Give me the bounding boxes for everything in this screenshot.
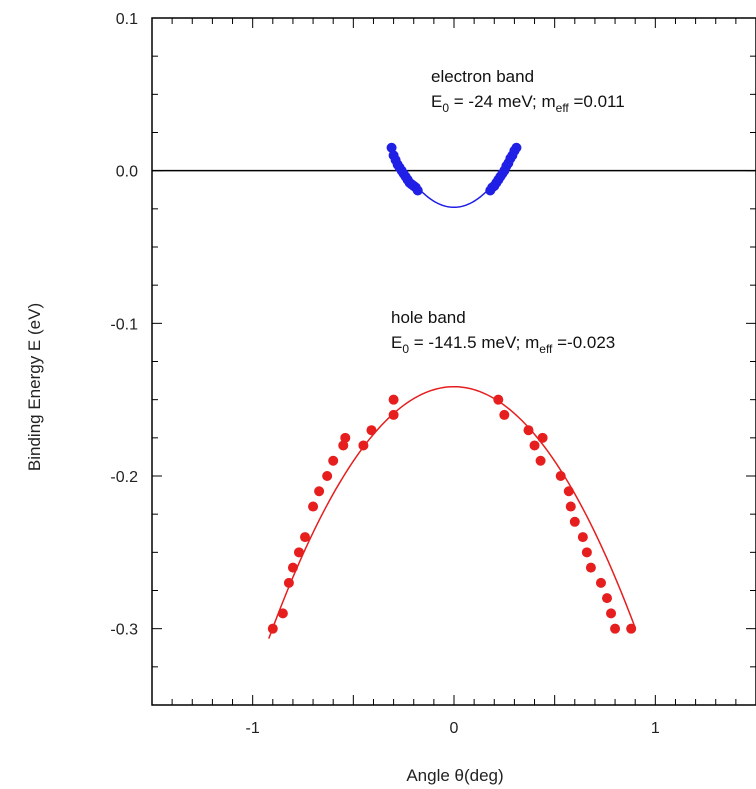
hole-band-data-point <box>537 432 548 443</box>
hole-band-fit-curve <box>268 385 636 639</box>
hole-band-data-point <box>581 547 592 558</box>
x-tick-label: 1 <box>651 720 660 737</box>
axis-ticks <box>151 17 756 706</box>
hole-band-data-point <box>523 425 534 436</box>
hole-band-data-point <box>358 440 369 451</box>
hole-band-data-point <box>606 608 617 619</box>
electron-band-data-point <box>511 142 522 153</box>
hole-band-data-point <box>577 532 588 543</box>
hole-band-data-point <box>300 532 311 543</box>
hole-band-data-point <box>267 623 278 634</box>
hole-band-data-point <box>535 455 546 466</box>
plot-frame <box>151 17 756 706</box>
hole-band-data-point <box>293 547 304 558</box>
hole-band-data-point <box>563 486 574 497</box>
hole-band-data-point <box>555 471 566 481</box>
data-points <box>267 142 637 634</box>
electron-band-params: E0 = -24 meV; meff =0.011 <box>431 92 625 115</box>
electron-band-data-point <box>412 185 423 196</box>
x-axis-title: Angle θ(deg) <box>406 766 503 785</box>
hole-band-data-point <box>308 501 319 512</box>
hole-band-data-point <box>569 516 580 527</box>
x-tick-label: -1 <box>246 720 260 737</box>
y-tick-label: -0.2 <box>110 469 138 486</box>
hole-band-data-point <box>322 471 333 481</box>
hole-band-data-point <box>595 577 606 588</box>
plot-border <box>151 17 756 706</box>
hole-band-data-point <box>338 440 349 451</box>
electron-band-data-point <box>386 142 397 153</box>
hole-band-data-point <box>626 623 637 634</box>
hole-band-data-point <box>388 394 399 405</box>
hole-band-data-point <box>585 562 596 573</box>
y-tick-label: -0.3 <box>110 622 138 639</box>
hole-band-data-point <box>287 562 298 573</box>
fit-curves <box>268 151 636 639</box>
y-tick-label: 0.0 <box>116 164 138 181</box>
hole-band-data-point <box>493 394 504 405</box>
hole-band-data-point <box>366 425 377 436</box>
hole-band-data-point <box>388 409 399 420</box>
hole-band-data-point <box>340 432 351 443</box>
y-axis-title: Binding Energy E (eV) <box>25 303 44 471</box>
hole-band-data-point <box>499 409 510 420</box>
y-tick-label: -0.1 <box>110 316 138 333</box>
hole-band-data-point <box>277 608 288 619</box>
hole-band-data-point <box>610 623 621 634</box>
y-tick-label: 0.1 <box>116 11 138 28</box>
hole-band-data-point <box>283 577 294 588</box>
hole-band-data-point <box>328 455 339 466</box>
hole-band-data-point <box>314 486 325 497</box>
tick-labels: 0.1 0.0 -0.1 -0.2 -0.3 -1 0 1 <box>110 11 659 737</box>
hole-band-data-point <box>565 501 576 512</box>
hole-band-params: E0 = -141.5 meV; meff =-0.023 <box>391 333 615 356</box>
hole-band-data-point <box>602 593 613 604</box>
hole-band-label: hole band <box>391 308 466 327</box>
x-tick-label: 0 <box>450 720 459 737</box>
electron-band-label: electron band <box>431 67 534 86</box>
hole-band-data-point <box>529 440 540 451</box>
